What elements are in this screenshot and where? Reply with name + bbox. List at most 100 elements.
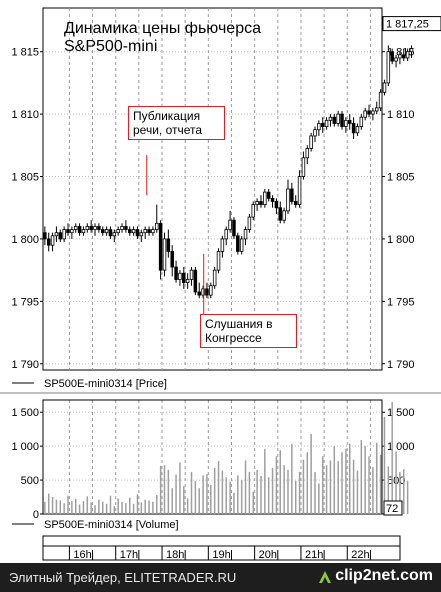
candle-body [81, 229, 86, 234]
volume-bar [183, 486, 185, 514]
candle-body [355, 126, 360, 134]
price-ytick-label-left: 1 805 [11, 172, 39, 184]
volume-bar [356, 470, 359, 514]
candle-body [266, 191, 271, 199]
volume-bar [379, 454, 382, 514]
volume-last-value-box [383, 500, 403, 516]
time-axis-label: 16h [73, 549, 91, 561]
footer-source-text: Элитный Трейдер, ELITETRADER.RU [9, 570, 237, 585]
candle-body [209, 285, 213, 296]
volume-ytick-label-left: 500 [21, 475, 39, 487]
candle-body [124, 226, 128, 230]
candle-body [189, 269, 194, 280]
volume-bar [229, 481, 231, 514]
candle-body [193, 269, 198, 293]
volume-ytick-label-left: 1 500 [11, 407, 39, 419]
candle-body [228, 219, 232, 230]
candle-body [43, 232, 47, 240]
candle-body [340, 113, 344, 127]
volume-bar [345, 448, 347, 514]
volume-bar [325, 465, 328, 514]
time-axis-label: 21h [305, 549, 323, 561]
volume-bar [175, 474, 177, 514]
volume-bar [291, 444, 293, 514]
candle-body [390, 51, 394, 62]
volume-bar [105, 503, 108, 514]
volume-bar [159, 465, 162, 514]
time-axis-label: 19h [212, 549, 230, 561]
candle-body [236, 235, 240, 252]
volume-bar [67, 495, 69, 514]
volume-bar [140, 502, 143, 514]
volume-bar [302, 459, 305, 514]
volume-bar [294, 480, 297, 514]
candle-body [394, 57, 398, 62]
candle-body [155, 222, 159, 230]
candle-body [93, 226, 97, 230]
volume-bar [348, 443, 351, 514]
candle-body [151, 229, 155, 234]
volume-bar [225, 477, 227, 514]
volume-bar [156, 495, 158, 514]
candle-body [100, 229, 105, 234]
price-ytick-label-left: 1 810 [11, 109, 39, 121]
price-ytick-label-left: 1 800 [11, 234, 39, 246]
candle-body [297, 176, 302, 206]
candle-body [170, 251, 174, 268]
volume-bar [44, 501, 46, 514]
volume-bar [267, 477, 270, 514]
clip2net-logo-text[interactable]: clip2net.com [335, 567, 433, 584]
volume-bar [244, 460, 247, 514]
volume-ytick-label-right: 1 500 [387, 407, 415, 419]
price-plot-frame [42, 7, 383, 371]
candle-body [178, 272, 182, 280]
volume-bar [387, 466, 390, 514]
volume-bar [337, 461, 339, 514]
volume-bar [163, 465, 166, 514]
volume-bar [210, 484, 212, 514]
candle-body [158, 222, 163, 271]
volume-bar [171, 488, 173, 514]
candle-body [128, 229, 132, 234]
candle-body [243, 229, 248, 240]
candle-body [367, 110, 371, 115]
volume-bar [329, 460, 332, 514]
volume-bar [333, 446, 336, 514]
candle-body [85, 226, 90, 230]
volume-bar [121, 501, 123, 514]
volume-bar [264, 448, 266, 514]
volume-bar [82, 501, 85, 514]
volume-bar [221, 470, 224, 514]
volume-bar [383, 416, 386, 514]
volume-bar [403, 469, 405, 514]
candle-body [282, 210, 286, 221]
candle-body [286, 188, 290, 212]
candle-body [201, 288, 205, 296]
candle-body [363, 110, 367, 118]
volume-bar [94, 505, 96, 514]
candle-body [409, 48, 414, 53]
volume-ytick-label-left: 1 000 [11, 441, 39, 453]
volume-bar [86, 496, 89, 514]
candle-body [320, 123, 325, 127]
candle-body [263, 191, 267, 206]
candle-body [371, 110, 375, 115]
volume-bar [125, 503, 127, 514]
candle-body [317, 123, 321, 131]
candle-body [251, 204, 256, 218]
volume-bar [63, 503, 65, 514]
candle-body [135, 229, 140, 237]
candle-body [232, 219, 236, 237]
volume-bar [256, 469, 258, 514]
candle-body [182, 272, 186, 284]
volume-bar [321, 456, 324, 514]
candle-body [73, 226, 78, 230]
volume-bar [98, 499, 100, 514]
candle-body [212, 269, 217, 287]
volume-bar [190, 471, 193, 514]
candle-body [259, 201, 263, 206]
volume-last-value-label: 72 [386, 503, 398, 515]
candle-body [89, 226, 93, 230]
volume-bar [352, 459, 355, 514]
